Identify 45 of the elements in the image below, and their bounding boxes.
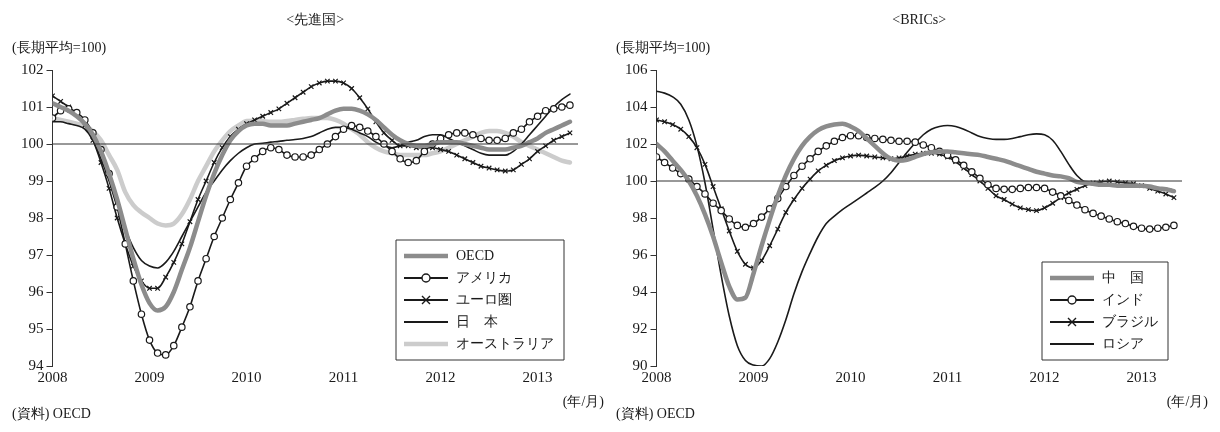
legend-label: ブラジル <box>1102 313 1158 329</box>
y-tick-label: 100 <box>625 171 648 188</box>
y-tick-label: 94 <box>632 282 648 299</box>
legend-label: 日 本 <box>456 313 498 329</box>
x-tick-label: 2013 <box>522 368 553 385</box>
y-tick-label: 97 <box>28 245 44 262</box>
y-tick-label: 96 <box>28 282 44 299</box>
legend-label: オーストラリア <box>456 335 554 351</box>
x-axis-title: (年/月) <box>562 394 605 410</box>
y-tick-label: 102 <box>21 60 44 77</box>
x-tick-label: 2011 <box>328 368 359 385</box>
x-tick-label: 2009 <box>738 368 769 385</box>
y-axis-title: (長期平均=100) <box>616 40 711 56</box>
y-tick-label: 90 <box>632 356 648 373</box>
y-axis-title: (長期平均=100) <box>12 40 107 56</box>
legend-label: OECD <box>456 247 495 263</box>
y-tick-label: 98 <box>28 208 44 225</box>
x-tick-label: 2012 <box>425 368 456 385</box>
x-tick-label: 2010 <box>231 368 262 385</box>
text: (資料) OECD <box>616 406 695 422</box>
y-tick-label: 95 <box>28 319 44 336</box>
y-tick-label: 104 <box>625 97 648 114</box>
y-tick-label: 106 <box>625 60 648 77</box>
y-tick-label: 100 <box>21 134 44 151</box>
y-tick-label: 94 <box>28 356 44 373</box>
chart-title: <BRICs> <box>892 12 947 27</box>
legend-label: ロシア <box>1102 335 1144 351</box>
legend-label: 中 国 <box>1102 269 1144 285</box>
y-tick-label: 99 <box>28 171 44 188</box>
y-tick-label: 102 <box>625 134 648 151</box>
legend-label: ユーロ圏 <box>456 291 512 307</box>
legend-label: アメリカ <box>456 269 512 285</box>
y-tick-label: 98 <box>632 208 648 225</box>
x-tick-label: 2010 <box>835 368 866 385</box>
x-axis-title: (年/月) <box>1166 394 1209 410</box>
x-tick-label: 2012 <box>1029 368 1060 385</box>
text: (資料) OECD <box>12 406 91 422</box>
chart-title: <先進国> <box>286 12 345 27</box>
y-tick-label: 96 <box>632 245 648 262</box>
x-tick-label: 2009 <box>134 368 165 385</box>
x-tick-label: 2011 <box>932 368 963 385</box>
y-tick-label: 101 <box>21 97 44 114</box>
y-tick-label: 92 <box>632 319 648 336</box>
legend-label: インド <box>1102 291 1144 307</box>
x-tick-label: 2013 <box>1126 368 1157 385</box>
